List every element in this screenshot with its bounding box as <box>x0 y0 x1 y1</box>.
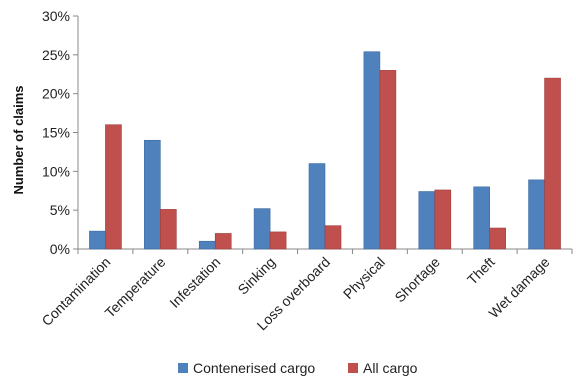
bar-contenerised-physical <box>364 52 380 249</box>
bar-contenerised-sinking <box>254 209 270 249</box>
legend-label: Contenerised cargo <box>193 360 315 376</box>
bar-all-infestation <box>215 233 231 249</box>
y-tick-label: 15% <box>42 125 70 141</box>
x-tick-label: Infestation <box>166 254 223 311</box>
legend: Contenerised cargo All cargo <box>178 360 418 376</box>
y-tick-label: 5% <box>50 202 70 218</box>
y-tick-label: 20% <box>42 86 70 102</box>
x-tick-label: Shortage <box>391 254 443 306</box>
legend-swatch <box>348 363 358 373</box>
bar-contenerised-shortage <box>419 192 435 249</box>
y-axis-ticks: 0% 5% 10% 15% 20% 25% 30% <box>42 8 78 257</box>
bar-all-temperature <box>160 209 176 249</box>
bar-contenerised-infestation <box>199 241 215 249</box>
bar-contenerised-theft <box>474 187 490 249</box>
y-axis-label: Number of claims <box>11 85 26 194</box>
bar-contenerised-contamination <box>89 231 105 249</box>
y-tick-label: 10% <box>42 163 70 179</box>
legend-swatch <box>178 363 188 373</box>
bars <box>89 52 560 249</box>
y-axis-title: Number of claims <box>11 85 26 194</box>
bar-all-theft <box>490 228 506 249</box>
y-tick-label: 0% <box>50 241 70 257</box>
bar-contenerised-temperature <box>144 140 160 249</box>
bar-all-wet-damage <box>545 78 561 249</box>
y-tick-label: 30% <box>42 8 70 24</box>
x-tick-label: Physical <box>340 254 388 302</box>
legend-label: All cargo <box>363 360 418 376</box>
y-tick-label: 25% <box>42 47 70 63</box>
bar-all-loss-overboard <box>325 226 341 249</box>
bar-all-contamination <box>105 125 121 249</box>
bar-all-shortage <box>435 190 451 249</box>
x-tick-label: Sinking <box>234 254 278 298</box>
bar-contenerised-loss-overboard <box>309 164 325 249</box>
x-tick-label: Contamination <box>38 254 113 329</box>
bar-all-physical <box>380 70 396 249</box>
x-tick-label: Theft <box>464 254 498 288</box>
bar-contenerised-wet-damage <box>529 180 545 249</box>
bar-all-sinking <box>270 232 286 249</box>
